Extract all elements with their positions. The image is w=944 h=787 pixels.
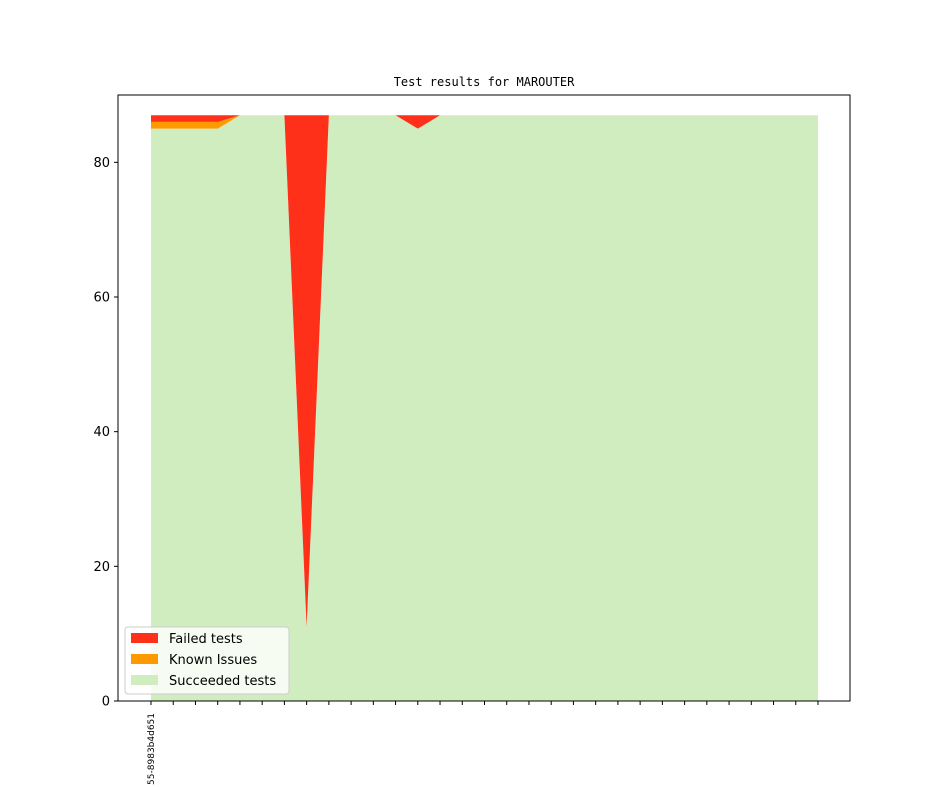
area-layers: [151, 115, 818, 701]
legend-swatch: [131, 654, 158, 664]
y-tick-label: 60: [93, 291, 110, 306]
y-axis: 0 20 40 60 80: [93, 156, 118, 710]
legend-box: [124, 626, 290, 695]
y-tick-label: 40: [93, 425, 110, 440]
x-tick-label: 55-8983b4d651: [147, 713, 157, 785]
legend-label: Known Issues: [169, 653, 257, 668]
area-succeeded-tests: [151, 115, 818, 701]
legend-label: Failed tests: [169, 632, 243, 647]
y-tick-label: 20: [93, 560, 110, 575]
y-tick-label: 0: [102, 695, 110, 710]
y-tick-label: 80: [93, 156, 110, 171]
chart-title: Test results for MAROUTER: [394, 75, 575, 89]
legend-label: Succeeded tests: [169, 674, 276, 689]
area-failed-tests: [151, 115, 818, 627]
legend-swatch: [131, 675, 158, 685]
legend-swatch: [131, 633, 158, 643]
legend: Failed tests Known Issues Succeeded tests: [124, 626, 290, 695]
x-axis: 55-8983b4d651: [147, 701, 819, 785]
